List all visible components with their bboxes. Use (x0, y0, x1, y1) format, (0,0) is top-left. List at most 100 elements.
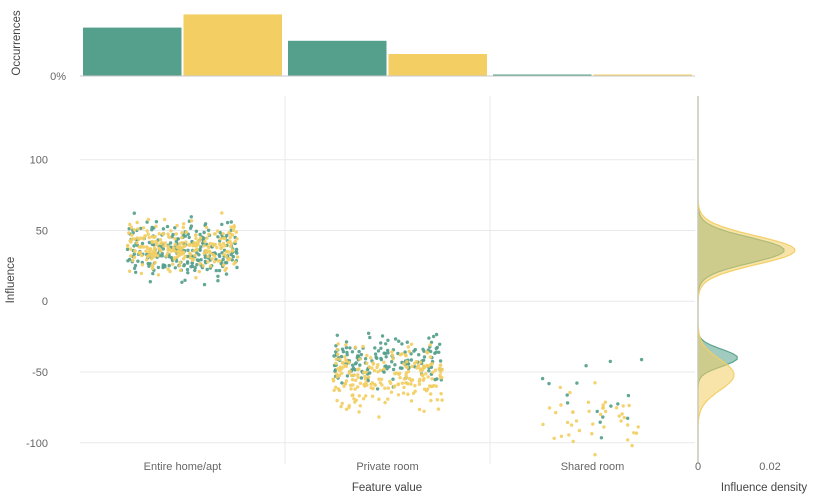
scatter-point-teal (234, 247, 239, 252)
scatter-point-yellow (601, 406, 605, 410)
scatter-point-yellow (130, 237, 135, 241)
scatter-point-teal (368, 335, 372, 340)
scatter-point-yellow (398, 376, 402, 380)
scatter-point-yellow (129, 254, 133, 258)
scatter-point-teal (199, 258, 203, 262)
scatter-point-yellow (632, 431, 636, 435)
scatter-point-yellow (338, 366, 343, 370)
scatter-point-yellow (167, 235, 171, 239)
scatter-point-yellow (601, 403, 605, 407)
scatter-point-yellow (352, 373, 356, 377)
scatter-point-yellow (383, 400, 387, 405)
scatter-point-yellow (198, 236, 203, 240)
scatter-point-yellow (158, 238, 163, 242)
scatter-point-teal (182, 263, 186, 267)
scatter-point-yellow (196, 242, 200, 247)
scatter-point-yellow (593, 453, 597, 457)
hist-bar-yellow-2 (593, 74, 692, 76)
scatter-point-teal (409, 352, 413, 356)
scatter-point-yellow (145, 254, 150, 259)
scatter-point-yellow (128, 239, 132, 243)
scatter-point-teal (202, 282, 207, 287)
scatter-point-yellow (191, 258, 195, 263)
scatter-point-yellow (436, 407, 441, 411)
scatter-point-teal (547, 381, 551, 386)
scatter-point-yellow (400, 381, 405, 385)
scatter-point-teal (565, 393, 569, 397)
scatter-point-yellow (222, 236, 226, 240)
scatter-point-yellow (410, 364, 414, 369)
influence-ytick-label: 0 (42, 296, 48, 308)
scatter-point-teal (350, 350, 355, 354)
scatter-point-yellow (350, 378, 355, 382)
scatter-point-yellow (132, 228, 136, 232)
scatter-point-yellow (402, 385, 406, 390)
scatter-point-yellow (173, 249, 177, 253)
scatter-point-yellow (591, 422, 595, 426)
scatter-point-yellow (215, 245, 219, 250)
scatter-point-teal (214, 268, 218, 273)
scatter-point-yellow (175, 223, 179, 228)
scatter-point-teal (433, 377, 437, 382)
scatter-point-yellow (620, 412, 624, 416)
scatter-point-teal (165, 224, 170, 229)
scatter-point-teal (403, 350, 407, 354)
scatter-point-yellow (375, 365, 379, 370)
scatter-point-yellow (599, 412, 603, 417)
scatter-point-teal (156, 265, 161, 270)
scatter-point-yellow (439, 370, 443, 374)
scatter-point-yellow (354, 398, 358, 402)
feature-value-xtick-label: Shared room (561, 461, 625, 473)
scatter-point-yellow (626, 438, 630, 442)
scatter-point-teal (639, 357, 644, 362)
scatter-point-yellow (396, 382, 400, 387)
scatter-point-yellow (422, 409, 426, 413)
scatter-point-yellow (334, 357, 338, 361)
scatter-point-yellow (439, 392, 443, 396)
scatter-point-yellow (189, 219, 194, 223)
feature-value-xtick-label: Entire home/apt (144, 461, 222, 473)
scatter-point-yellow (156, 273, 161, 277)
scatter-point-yellow (413, 389, 417, 393)
scatter-point-yellow (216, 259, 220, 263)
scatter-point-yellow (150, 234, 154, 239)
scatter-point-yellow (136, 227, 140, 231)
scatter-point-teal (190, 261, 194, 265)
scatter-point-yellow (133, 249, 137, 253)
scatter-point-yellow (227, 257, 232, 262)
scatter-point-yellow (142, 245, 146, 249)
scatter-point-yellow (389, 390, 394, 394)
scatter-point-yellow (372, 368, 377, 373)
scatter-point-teal (421, 347, 425, 351)
scatter-point-teal (427, 336, 431, 340)
scatter-point-yellow (232, 224, 236, 228)
scatter-point-teal (145, 220, 149, 224)
scatter-point-yellow (138, 250, 142, 255)
scatter-point-teal (185, 260, 190, 264)
scatter-point-yellow (393, 372, 397, 376)
scatter-point-teal (380, 334, 385, 338)
scatter-point-yellow (135, 220, 139, 225)
scatter-point-teal (339, 354, 344, 359)
scatter-point-yellow (426, 387, 430, 391)
scatter-point-yellow (160, 241, 164, 245)
scatter-point-yellow (166, 246, 171, 250)
scatter-point-teal (333, 369, 337, 373)
scatter-point-yellow (380, 383, 384, 387)
scatter-point-yellow (205, 236, 209, 240)
scatter-point-yellow (178, 241, 183, 245)
scatter-point-yellow (432, 383, 436, 388)
scatter-point-teal (421, 358, 426, 362)
scatter-point-teal (140, 241, 145, 246)
scatter-point-teal (132, 211, 136, 215)
occurrences-histogram (80, 14, 695, 77)
scatter-point-yellow (229, 241, 233, 246)
scatter-point-yellow (215, 229, 220, 233)
scatter-point-teal (150, 225, 154, 230)
influence-axis-label: Influence (5, 257, 17, 304)
scatter-point-teal (348, 346, 352, 350)
scatter-point-teal (345, 350, 349, 355)
scatter-point-yellow (229, 225, 233, 229)
scatter-point-yellow (150, 266, 155, 271)
